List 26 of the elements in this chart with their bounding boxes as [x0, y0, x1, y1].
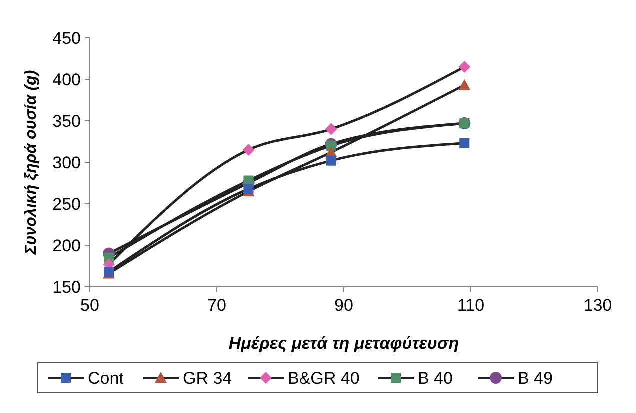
x-tick-label: 90	[334, 296, 354, 315]
point	[242, 144, 255, 156]
y-tick-label: 350	[52, 112, 81, 131]
x-tick-label: 70	[208, 296, 226, 315]
point	[458, 61, 471, 74]
y-tick-label: 400	[52, 70, 81, 90]
point	[244, 184, 254, 194]
y-tick-label: 300	[52, 153, 81, 172]
y-tick-label: 200	[52, 236, 81, 256]
x-tick-label: 110	[457, 296, 485, 315]
legend-label: Cont	[88, 368, 124, 388]
y-tick-label: 150	[52, 278, 81, 297]
legend-label: B&GR 40	[288, 368, 360, 388]
x-axis-title: Ημέρες μετά τη μεταφύτευση	[228, 334, 460, 353]
legend-label: B 40	[418, 368, 453, 388]
x-tick-label: 130	[584, 296, 612, 315]
point	[460, 138, 470, 148]
legend-label: GR 34	[183, 368, 232, 388]
y-axis-title: Συνολική ξηρά ουσία (g)	[23, 70, 40, 256]
legend-label: B 49	[518, 368, 553, 388]
y-tick-label: 250	[52, 194, 81, 214]
point	[326, 156, 336, 166]
y-tick-label: 450	[52, 28, 81, 48]
point	[325, 123, 338, 136]
point	[458, 79, 471, 90]
x-tick-label: 50	[80, 296, 100, 315]
